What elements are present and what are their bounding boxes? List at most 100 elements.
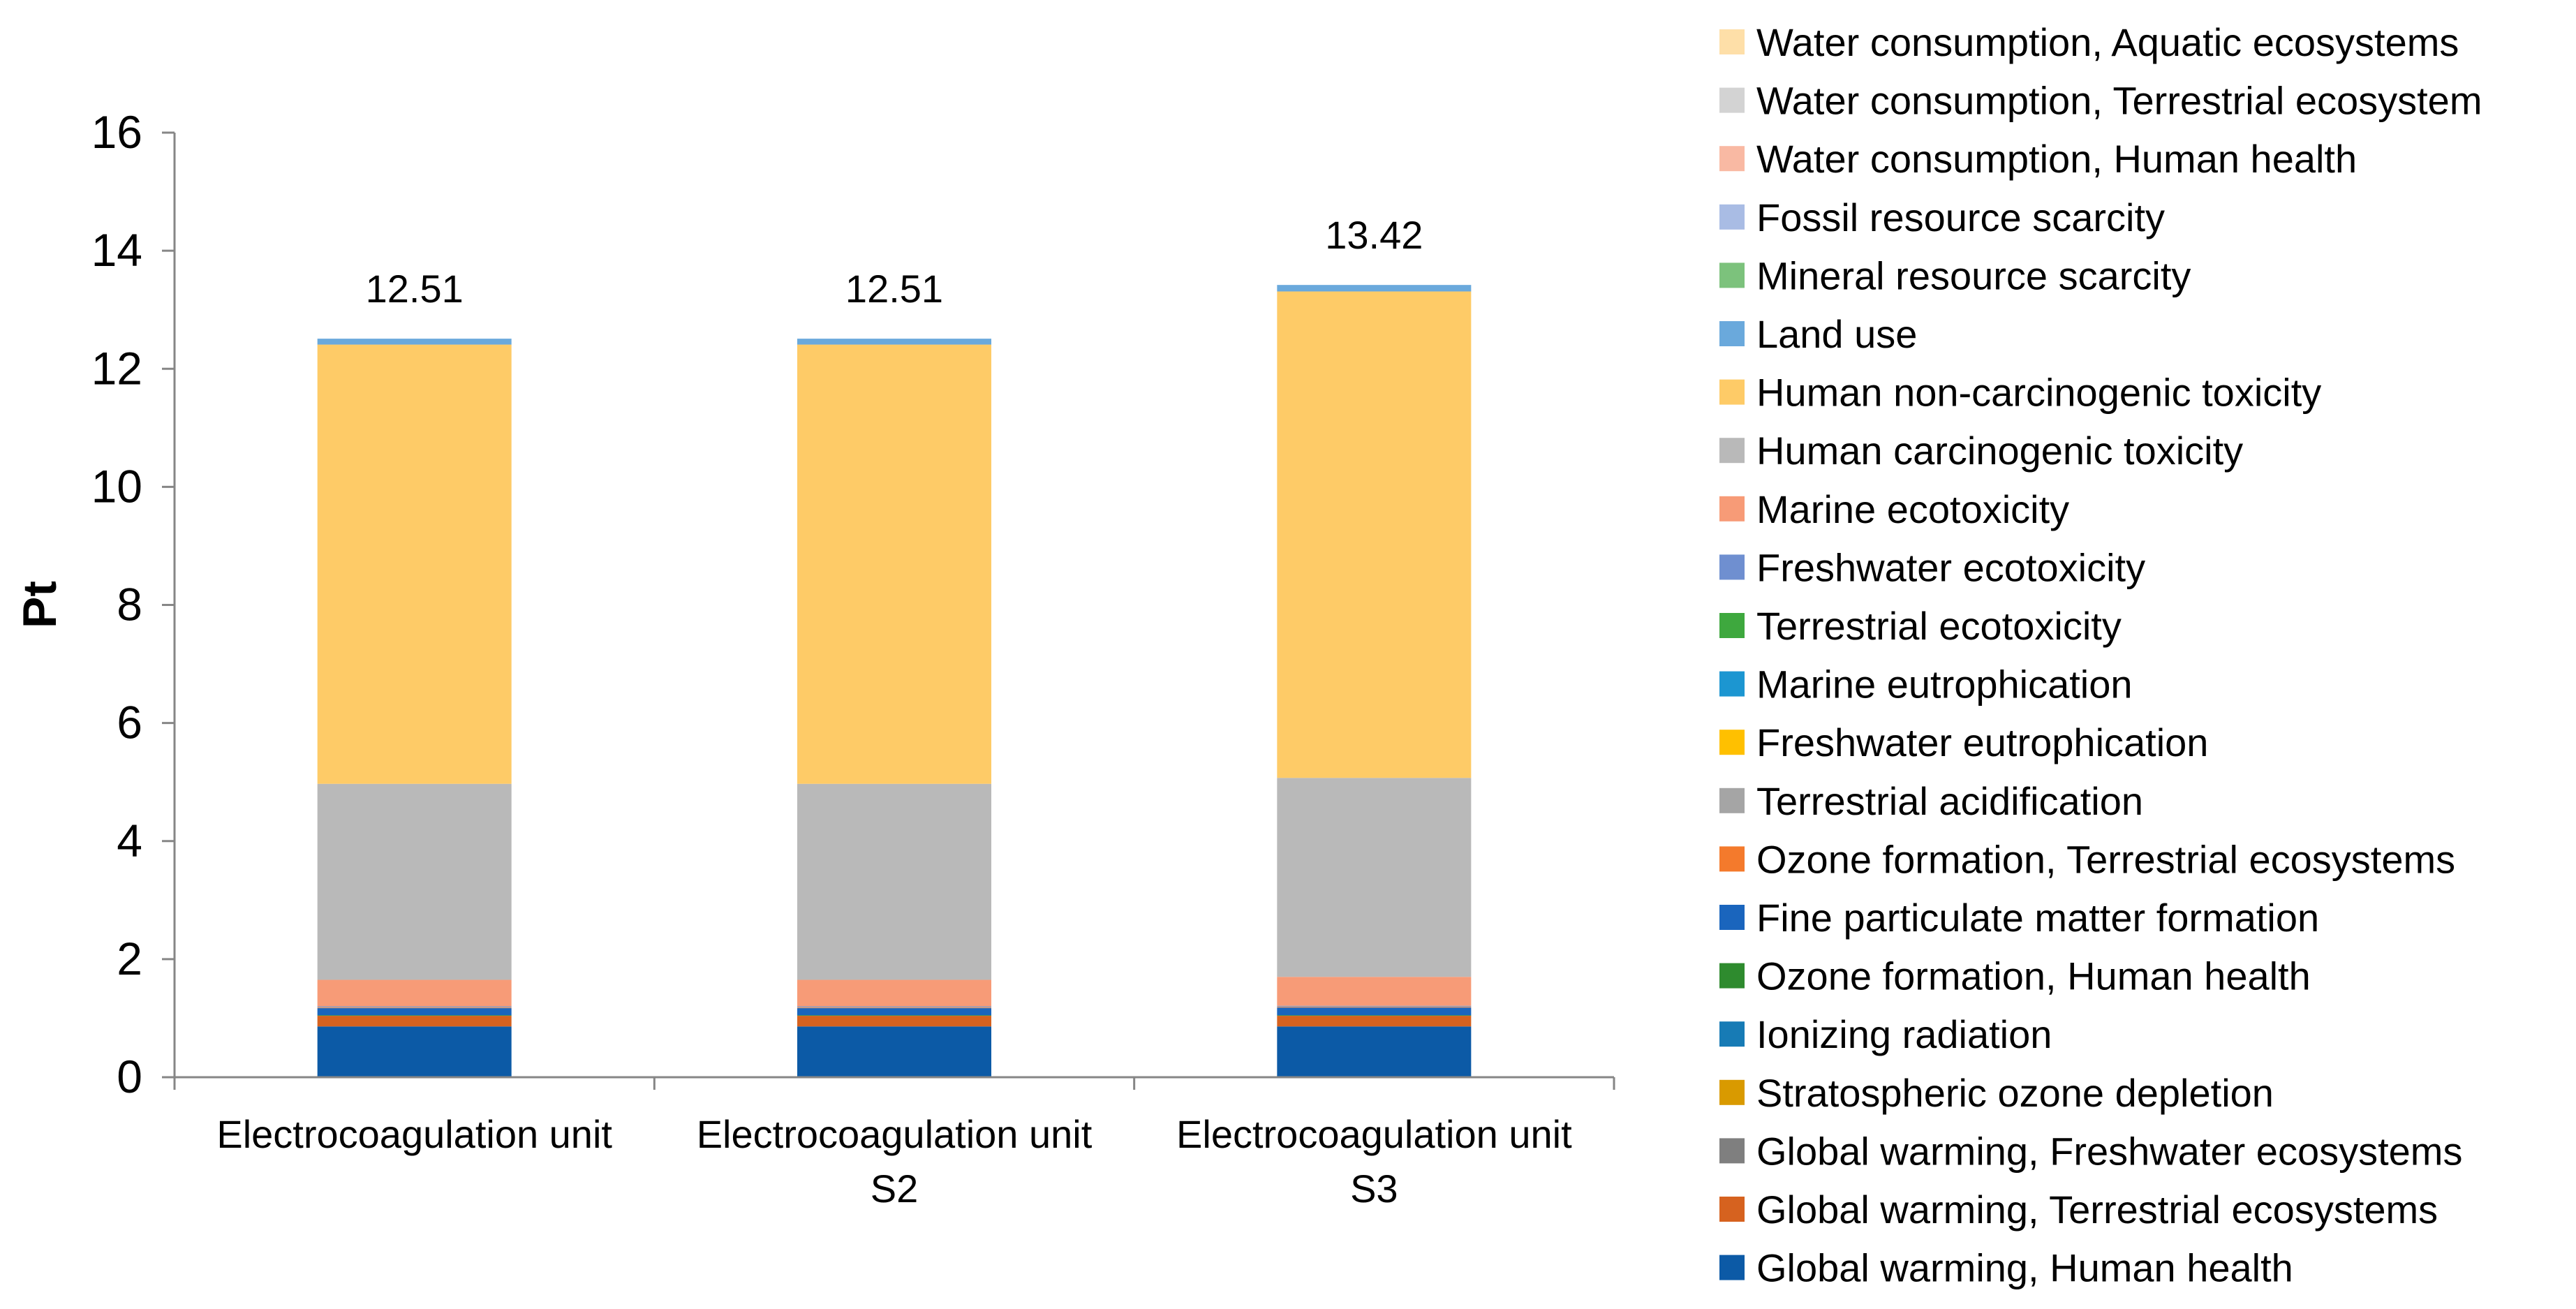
bar-segment [1277,1005,1472,1007]
x-category-label: Electrocoagulation unit [1176,1112,1572,1156]
legend-swatch [1719,87,1745,113]
bar-segment [1277,285,1472,292]
legend-swatch [1719,29,1745,54]
bar-segment [797,1016,991,1027]
x-category-label: S2 [871,1167,919,1211]
bar-segment [317,1026,512,1077]
legend-swatch [1719,379,1745,405]
legend-label: Stratospheric ozone depletion [1756,1071,2274,1115]
y-tick-label: 4 [117,815,142,866]
bar-segment [1277,977,1472,1006]
y-tick-label: 6 [117,697,142,748]
legend-item: Ozone formation, Terrestrial ecosystems [1719,837,2455,881]
legend-label: Ozone formation, Terrestrial ecosystems [1756,837,2455,881]
bar-segment [317,339,512,345]
y-axis-label: Pt [13,581,66,628]
legend-label: Terrestrial ecotoxicity [1756,604,2122,648]
legend-label: Marine ecotoxicity [1756,487,2069,531]
bar-segment [1277,1007,1472,1016]
legend-swatch [1719,262,1745,288]
legend-label: Water consumption, Aquatic ecosystems [1756,20,2459,64]
bar-segment [317,1007,512,1009]
bar-segment [317,1016,512,1027]
bar-segment [317,344,512,784]
legend-item: Ozone formation, Human health [1719,954,2311,998]
legend-label: Fossil resource scarcity [1756,195,2165,239]
bar-segment [1277,778,1472,977]
legend-label: Ionizing radiation [1756,1012,2052,1056]
legend-label: Global warming, Freshwater ecosystems [1756,1129,2462,1173]
legend-item: Freshwater ecotoxicity [1719,545,2145,589]
legend-swatch [1719,321,1745,346]
y-axis-ticks: 0 2 4 6 8 10 12 14 16 [91,106,175,1102]
legend-label: Fine particulate matter formation [1756,896,2319,940]
y-tick-label: 0 [117,1051,142,1102]
bar-segment [317,1008,512,1016]
legend-item: Fine particulate matter formation [1719,896,2319,940]
bar-segment [317,783,512,980]
bar-segment [797,339,991,345]
legend-item: Global warming, Freshwater ecosystems [1719,1129,2462,1173]
bar-segment [797,783,991,980]
legend-label: Ozone formation, Human health [1756,954,2311,998]
legend-swatch [1719,554,1745,580]
legend-swatch [1719,905,1745,930]
legend-item: Water consumption, Aquatic ecosystems [1719,20,2459,64]
legend-swatch [1719,1138,1745,1164]
legend-label: Global warming, Terrestrial ecosystems [1756,1188,2438,1232]
legend-label: Human non-carcinogenic toxicity [1756,371,2321,415]
legend-item: Terrestrial acidification [1719,779,2143,823]
legend-label: Global warming, Human health [1756,1246,2293,1290]
legend-label: Land use [1756,312,1917,356]
bar-segment [797,1026,991,1077]
x-category-label: S3 [1350,1167,1398,1211]
bar-segment [317,1015,512,1016]
legend-swatch [1719,438,1745,464]
legend-swatch [1719,963,1745,989]
y-tick-label: 10 [91,460,142,512]
total-value-label: 12.51 [845,267,943,311]
legend-swatch [1719,146,1745,172]
y-tick-label: 2 [117,933,142,984]
legend-label: Human carcinogenic toxicity [1756,429,2243,473]
bar-segment [797,979,991,1007]
legend-item: Global warming, Terrestrial ecosystems [1719,1188,2438,1232]
legend-item: Terrestrial ecotoxicity [1719,604,2122,648]
legend-item: Stratospheric ozone depletion [1719,1071,2274,1115]
legend-item: Mineral resource scarcity [1719,253,2191,297]
legend-swatch [1719,204,1745,230]
legend-swatch [1719,1079,1745,1105]
y-tick-label: 14 [91,224,142,276]
total-value-label: 13.42 [1325,213,1423,257]
legend-item: Water consumption, Terrestrial ecosystem [1719,79,2482,123]
legend-swatch [1719,1197,1745,1222]
x-category-label: Electrocoagulation unit [216,1112,612,1156]
y-tick-label: 12 [91,342,142,394]
y-tick-label: 8 [117,579,142,630]
legend-item: Human carcinogenic toxicity [1719,429,2243,473]
bar-segment [797,1007,991,1009]
bar-segment [797,344,991,784]
legend-item: Marine eutrophication [1719,663,2133,707]
legend-swatch [1719,1021,1745,1047]
bar-segment [317,979,512,1007]
legend-label: Water consumption, Human health [1756,137,2357,181]
legend-item: Fossil resource scarcity [1719,195,2165,239]
legend-item: Marine ecotoxicity [1719,487,2069,531]
x-category-label: Electrocoagulation unit [697,1112,1093,1156]
legend-item: Human non-carcinogenic toxicity [1719,371,2321,415]
legend-label: Marine eutrophication [1756,663,2133,707]
legend-item: Freshwater eutrophication [1719,720,2208,764]
legend-item: Global warming, Human health [1719,1246,2293,1290]
legend-item: Ionizing radiation [1719,1012,2052,1056]
legend-item: Water consumption, Human health [1719,137,2357,181]
legend-swatch [1719,846,1745,872]
legend-swatch [1719,671,1745,697]
axes [173,133,1615,1090]
legend-label: Terrestrial acidification [1756,779,2143,823]
bar-segment [797,1008,991,1016]
bar-segment [1277,1016,1472,1027]
y-tick-label: 16 [91,106,142,158]
total-value-label: 12.51 [366,267,464,311]
